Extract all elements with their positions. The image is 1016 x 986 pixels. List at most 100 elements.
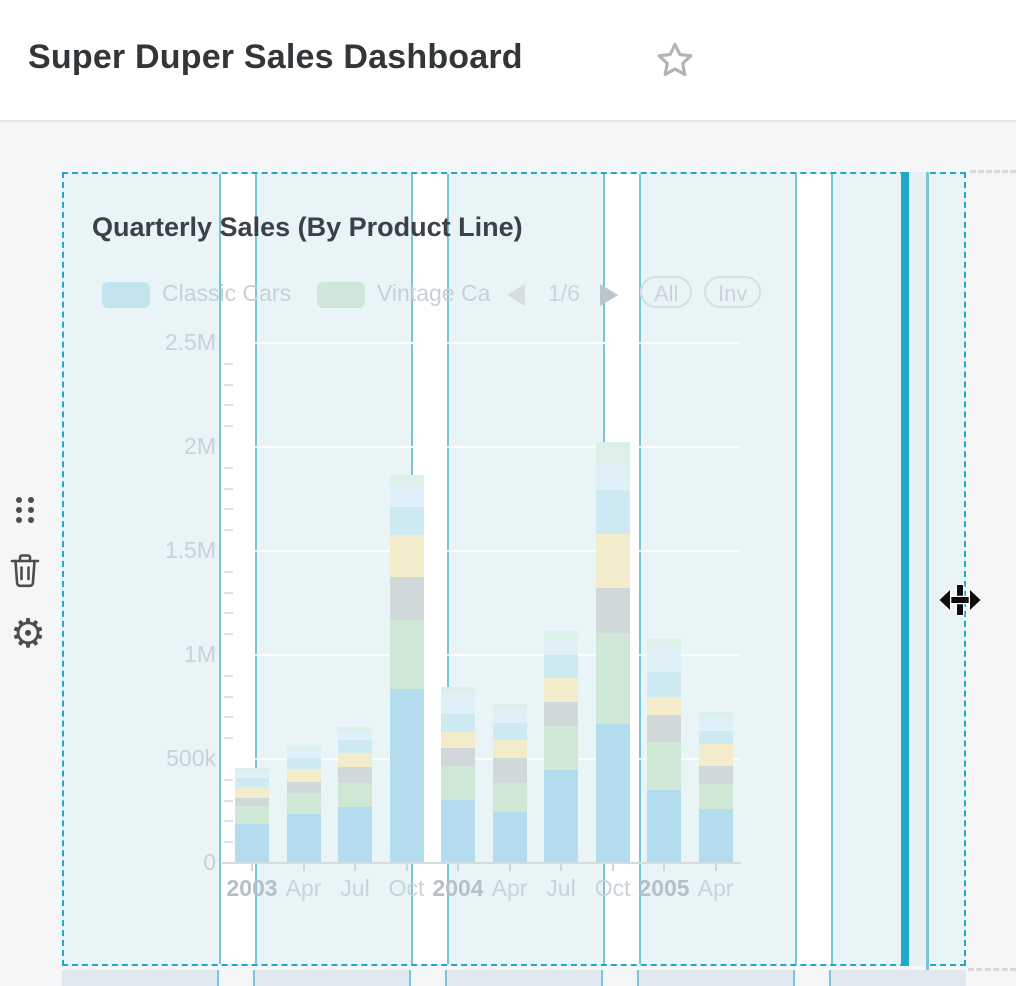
dashboard-card-quarterly-sales[interactable]: Quarterly Sales (By Product Line) 1/6 Cl… <box>62 172 966 966</box>
grid-line-right <box>926 172 929 984</box>
chart-title: Quarterly Sales (By Product Line) <box>92 212 523 242</box>
y-axis-minor-tick <box>224 737 233 740</box>
bar-segment <box>595 588 630 634</box>
bar-segment <box>286 745 321 750</box>
y-axis-minor-tick <box>224 425 233 428</box>
legend-swatch[interactable] <box>102 282 150 308</box>
y-gridline <box>224 758 739 760</box>
bar-segment <box>389 507 424 536</box>
y-axis-tick-label: 2.5M <box>164 329 216 355</box>
grid-gutter <box>795 174 833 964</box>
legend-select-button[interactable]: Inv <box>704 276 762 308</box>
bar-segment <box>235 787 269 798</box>
bar-segment <box>595 723 630 862</box>
x-axis-tick <box>457 864 459 871</box>
grid-gutter <box>601 970 639 986</box>
drag-handle-icon[interactable] <box>12 494 52 534</box>
bar-segment <box>235 823 269 862</box>
bar-segment <box>544 725 578 771</box>
bar-segment <box>338 767 372 783</box>
bar-segment <box>647 671 681 697</box>
bar-segment <box>647 639 681 648</box>
bar-segment <box>492 812 527 862</box>
x-axis-tick-label: Apr <box>697 875 734 901</box>
bar-segment <box>441 714 475 732</box>
x-axis-tick-label: 2003 <box>226 875 278 901</box>
bar-segment <box>338 806 372 862</box>
y-axis-minor-tick <box>224 633 233 636</box>
legend-select-button[interactable]: All <box>640 276 693 308</box>
card-resize-edge[interactable] <box>901 172 909 966</box>
y-axis-minor-tick <box>224 778 233 781</box>
chart-legend: 1/6 Classic Cars Vintage Ca All Inv <box>64 276 964 312</box>
adjacent-card-edge <box>62 970 966 986</box>
bar-segment <box>235 797 269 806</box>
bar-segment <box>544 639 578 656</box>
y-axis-minor-tick <box>224 799 233 802</box>
bar-segment <box>544 770 578 862</box>
bar-segment <box>647 696 681 716</box>
bar-segment <box>441 747 475 767</box>
bar-segment <box>235 768 269 772</box>
y-axis-minor-tick <box>224 612 233 615</box>
trash-icon[interactable] <box>8 552 48 592</box>
grid-gutter <box>793 970 831 986</box>
legend-next-page-icon[interactable] <box>600 284 618 306</box>
x-axis-tick <box>714 864 717 871</box>
bar-segment <box>286 758 321 770</box>
bar-segment <box>338 782 372 807</box>
y-axis-minor-tick <box>224 674 233 677</box>
bar-segment <box>492 782 527 813</box>
x-axis-tick-label: 2004 <box>432 875 484 901</box>
chart-container: Quarterly Sales (By Product Line) 1/6 Cl… <box>64 174 964 964</box>
y-axis-minor-tick <box>224 466 233 469</box>
bar-segment <box>441 693 475 715</box>
bar-segment <box>441 687 475 694</box>
grid-gutter <box>217 970 255 986</box>
legend-page-indicator: 1/6 <box>548 280 580 306</box>
legend-swatch[interactable] <box>317 282 365 308</box>
y-axis-minor-tick <box>224 529 233 532</box>
y-axis-minor-tick <box>224 591 233 594</box>
bar-segment <box>441 799 475 862</box>
y-axis-minor-tick <box>224 362 233 365</box>
legend-prev-page-icon[interactable] <box>507 284 525 306</box>
dashboard-title: Super Duper Sales Dashboard <box>28 38 523 76</box>
y-gridline <box>224 342 739 344</box>
bar-segment <box>492 722 527 741</box>
legend-item-label[interactable]: Classic Cars <box>162 280 292 306</box>
x-axis-tick-label: Jul <box>546 875 576 901</box>
y-axis-tick-label: 2M <box>184 433 216 459</box>
bar-segment <box>286 793 321 815</box>
bar-segment <box>235 771 269 778</box>
gear-icon[interactable]: ⚙ <box>10 612 46 656</box>
bar-segment <box>698 718 733 731</box>
x-axis-tick-label: Apr <box>491 875 528 901</box>
x-axis-tick-label: Jul <box>340 875 370 901</box>
bar-segment <box>595 462 630 490</box>
x-axis-tick <box>405 864 408 871</box>
y-axis-minor-tick <box>224 487 233 490</box>
bar-segment <box>338 726 372 731</box>
y-axis-minor-tick <box>224 841 233 844</box>
x-axis-tick-label: Oct <box>594 875 631 901</box>
bar-segment <box>595 633 630 724</box>
bar-segment <box>492 710 527 723</box>
legend-item-label[interactable]: Vintage Ca <box>377 280 491 306</box>
bar-segment <box>698 766 733 784</box>
bar-segment <box>595 441 630 463</box>
x-axis-tick <box>611 864 614 871</box>
y-axis-tick-label: 1.5M <box>164 537 216 563</box>
bar-segment <box>595 489 630 535</box>
bar-segment <box>698 730 733 745</box>
y-axis-tick-label: 1M <box>184 641 216 667</box>
grid-column-right <box>908 172 926 966</box>
bar-segment <box>338 740 372 753</box>
bar-segment <box>389 475 424 487</box>
page-header: Super Duper Sales Dashboard <box>0 0 1016 122</box>
favorite-star-icon[interactable] <box>654 40 696 80</box>
bar-segment <box>647 790 681 862</box>
move-horizontal-cursor-icon <box>938 578 982 622</box>
x-axis-tick-label: Oct <box>388 875 425 901</box>
bar-segment <box>389 486 424 508</box>
